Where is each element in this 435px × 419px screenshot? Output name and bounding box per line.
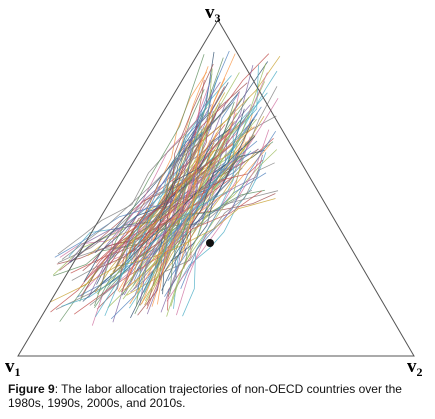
trajectory: [133, 134, 255, 290]
trajectory: [128, 92, 268, 309]
vertex-label: v1: [5, 356, 21, 379]
trajectory: [53, 189, 265, 277]
trajectory: [101, 80, 211, 286]
trajectory: [142, 134, 256, 269]
vertex-label: v3: [205, 2, 221, 25]
ternary-figure: v3 v1 v2: [5, 2, 423, 379]
caption-text: : The labor allocation trajectories of n…: [8, 382, 402, 410]
trajectory: [159, 162, 275, 282]
trajectory: [167, 86, 278, 297]
triangle: [17, 19, 415, 357]
trajectory: [95, 143, 234, 264]
trajectory: [154, 68, 213, 279]
trajectory: [95, 75, 232, 318]
trajectory: [83, 128, 231, 283]
vertex-letter: v: [5, 356, 15, 377]
trajectory: [109, 147, 204, 276]
trajectory: [136, 122, 239, 300]
vertex-letter: v: [407, 356, 417, 377]
trajectory: [115, 82, 248, 268]
vertex-letter: v: [205, 2, 215, 23]
vertex-index: 2: [417, 365, 423, 379]
trajectory: [128, 63, 214, 260]
trajectory: [50, 126, 253, 303]
trajectory: [166, 129, 270, 302]
trajectory: [152, 120, 235, 274]
trajectory: [89, 121, 212, 306]
trajectory: [139, 81, 221, 306]
trajectory: [140, 91, 240, 272]
trajectory: [166, 63, 267, 317]
caption-label: Figure 9: [8, 382, 55, 396]
centroid-dot: [206, 239, 214, 247]
trajectory: [130, 51, 215, 319]
trajectory: [182, 65, 259, 317]
trajectory: [162, 72, 268, 263]
trajectory: [144, 148, 222, 302]
vertex-label: v2: [407, 356, 423, 379]
trajectory: [96, 82, 229, 285]
trajectory: [130, 138, 228, 274]
trajectory: [57, 106, 208, 255]
trajectory: [94, 54, 205, 307]
trajectory: [80, 147, 242, 298]
vertex-index: 3: [215, 11, 221, 25]
trajectory: [157, 53, 236, 305]
trajectories: [50, 50, 281, 326]
trajectory: [110, 140, 258, 320]
trajectory: [139, 138, 202, 267]
caption: Figure 9: The labor allocation trajector…: [8, 382, 430, 410]
trajectory: [91, 157, 221, 326]
trajectory: [180, 132, 217, 262]
trajectory: [96, 162, 246, 268]
trajectory: [180, 130, 277, 289]
trajectory: [88, 104, 212, 297]
vertex-index: 1: [15, 365, 21, 379]
